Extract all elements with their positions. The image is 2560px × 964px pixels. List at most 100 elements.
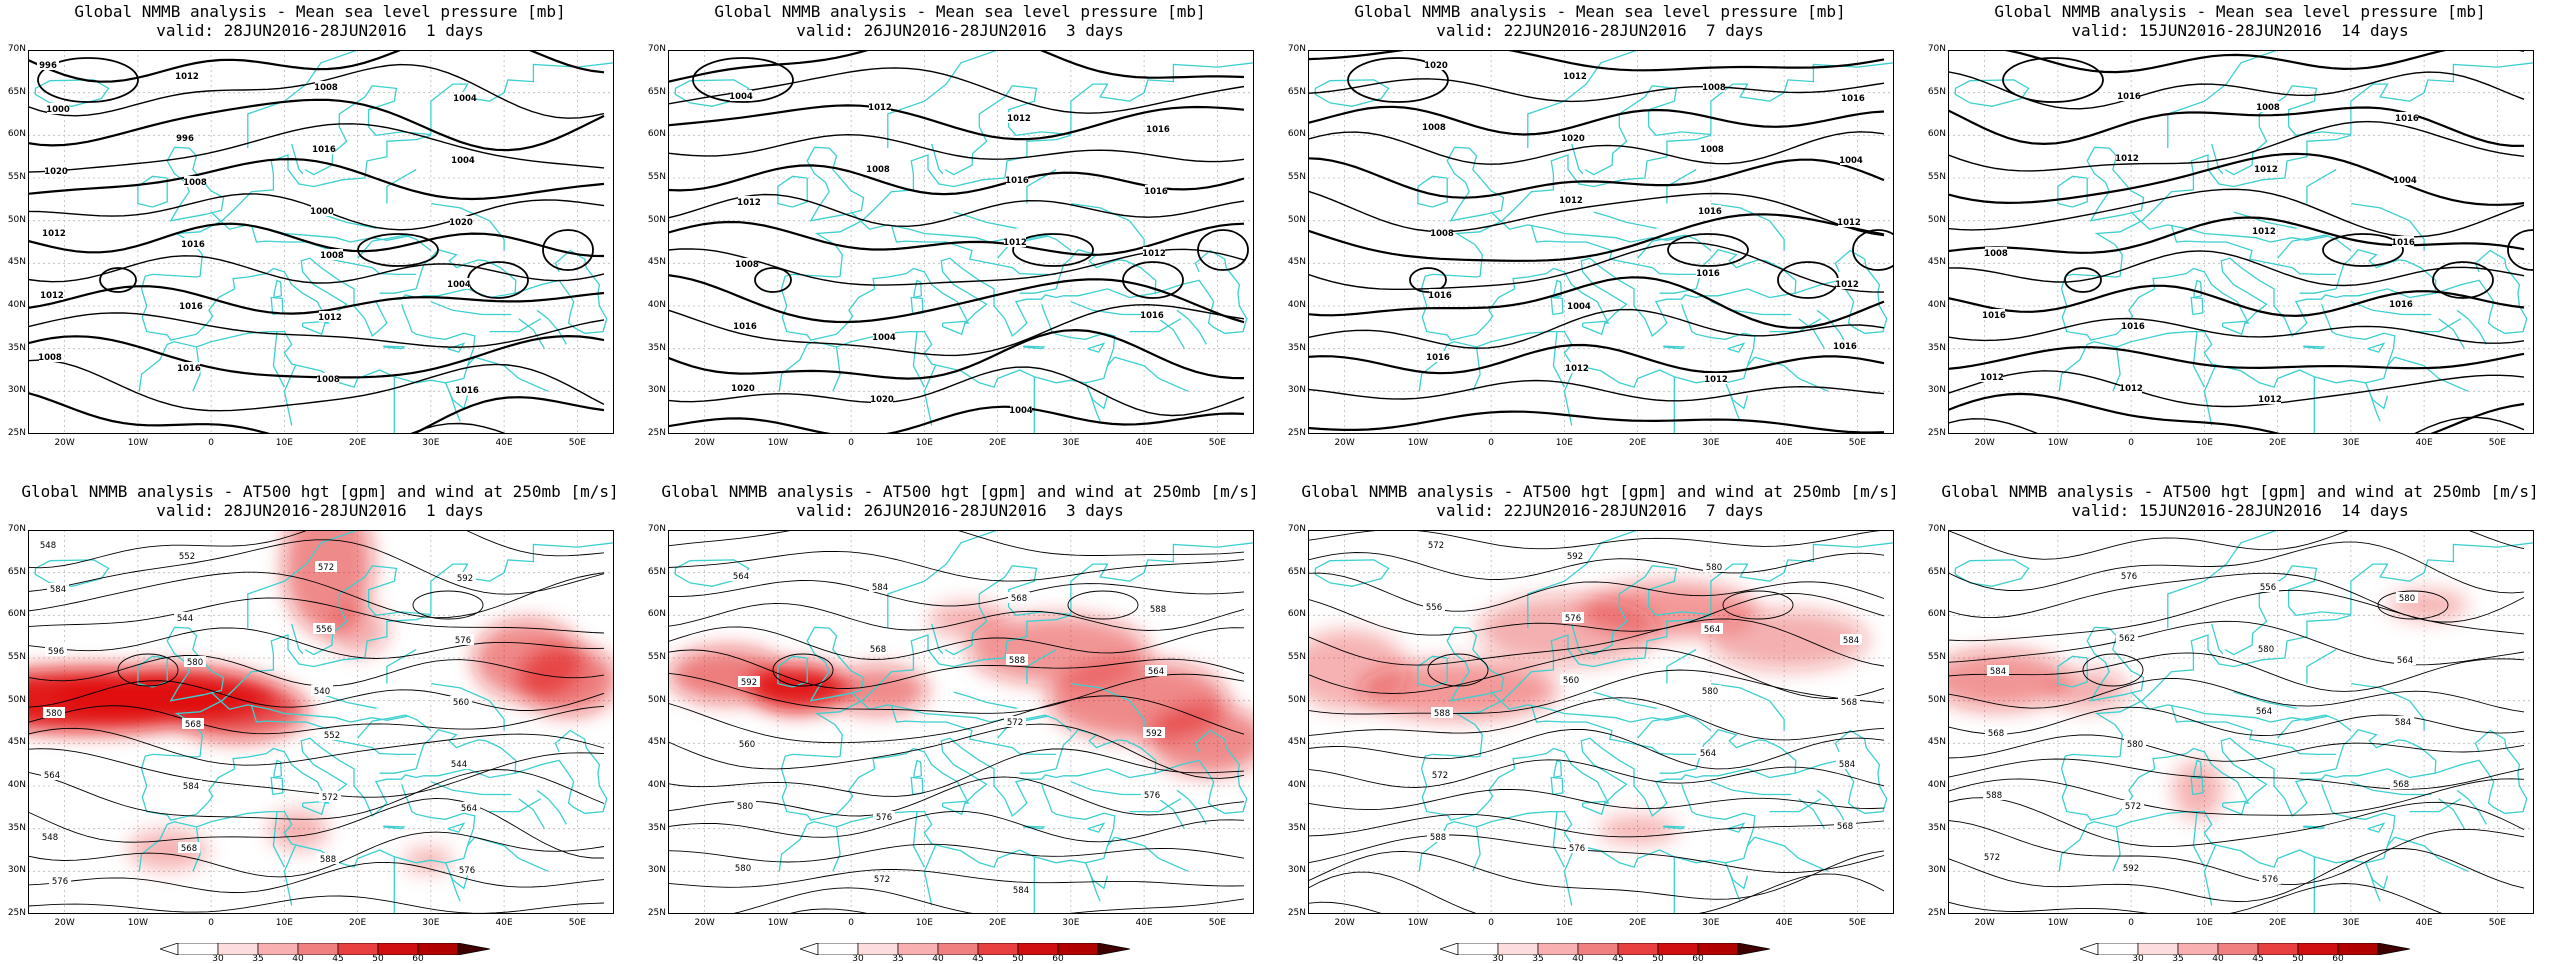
contour-value-label: 1012 [1835, 280, 1859, 290]
contour-label-bg [43, 707, 65, 718]
plot-frame [28, 530, 614, 914]
contour-value-label: 572 [322, 793, 338, 803]
geopotential-contour [1308, 901, 1855, 914]
contour-label-bg [313, 623, 335, 634]
lon-tick-label: 30E [2342, 918, 2360, 928]
contour-value-label: 1012 [42, 229, 66, 239]
coastline [832, 826, 841, 872]
contour-value-label: 1012 [175, 72, 199, 82]
isobar-line [1308, 105, 1885, 136]
geopotential-contour [28, 831, 605, 878]
lon-tick-label: 30E [1702, 438, 1720, 448]
coastline [247, 530, 431, 629]
lon-tick-label: 20E [989, 918, 1007, 928]
lat-tick-label: 45N [1927, 737, 1946, 748]
contour-value-label: 1004 [451, 156, 475, 166]
wind-speed-shading [748, 664, 848, 712]
contour-label-bg [49, 875, 71, 886]
isobar-line [1948, 416, 2525, 434]
contour-value-label: 996 [176, 134, 194, 144]
contour-label-bg [454, 92, 476, 103]
contour-value-label: 1008 [183, 178, 207, 188]
contour-label-bg [1145, 665, 1167, 676]
coastline [1571, 143, 1584, 175]
coastline [1022, 825, 1046, 830]
wind-speed-shading [1598, 816, 1678, 844]
coastline [1794, 249, 1888, 334]
coastline [2192, 811, 2205, 868]
contour-value-label: 568 [2393, 780, 2409, 790]
contour-value-label: 1012 [868, 103, 892, 113]
contour-value-label: 544 [177, 614, 193, 624]
lon-tick-label: 40E [2415, 438, 2433, 448]
contour-label-bg [1564, 550, 1586, 561]
closed-contour [754, 267, 792, 293]
geopotential-contour [668, 869, 1245, 888]
coastline [2057, 655, 2088, 688]
colorbar-tick-label: 40 [1572, 954, 1584, 964]
contour-value-label: 564 [461, 804, 477, 814]
lon-tick-label: 20W [694, 438, 715, 448]
contour-label-bg [1564, 70, 1586, 81]
geopotential-contour [28, 769, 605, 820]
contour-label-bg [1985, 727, 2007, 738]
isobar-line [28, 222, 605, 258]
coastline [806, 146, 865, 222]
coastline [2233, 211, 2297, 229]
contour-label-bg [2118, 570, 2140, 581]
contour-value-label: 564 [733, 572, 749, 582]
coastline [887, 530, 1071, 629]
contour-value-label: 588 [320, 855, 336, 865]
coastline [2065, 134, 2352, 278]
contour-value-label: 1020 [449, 218, 473, 228]
lon-tick-label: 30E [422, 438, 440, 448]
coastline [777, 655, 808, 688]
contour-label-bg [2255, 643, 2277, 654]
coastline [1417, 655, 1448, 688]
contour-value-label: 1012 [737, 198, 761, 208]
coastline [1019, 288, 1057, 294]
coastline [1425, 134, 1712, 278]
geopotential-contour [1308, 871, 1885, 914]
lon-tick-label: 0 [2128, 438, 2134, 448]
closed-contour [1122, 261, 1184, 299]
geopotential-contour [1948, 677, 2525, 713]
contour-label-bg [1834, 340, 1856, 351]
isobar-line [1308, 190, 1885, 237]
lat-tick-label: 65N [1927, 566, 1946, 577]
contour-label-bg [2253, 705, 2275, 716]
geopotential-contour [668, 602, 1245, 631]
wind-colorbar: 30 35 40 45 50 60 [1438, 942, 1771, 964]
coastline [1662, 825, 1686, 830]
coastline [467, 836, 549, 872]
lat-tick-label: 25N [647, 428, 666, 438]
colorbar-tick-label: 30 [2132, 954, 2144, 964]
contour-label-bg [736, 258, 758, 269]
plot-frame [1948, 50, 2534, 434]
lat-tick-label: 55N [1927, 652, 1946, 662]
contour-label-bg [1699, 205, 1721, 216]
contour-value-label: 580 [735, 864, 751, 874]
coastline [536, 789, 567, 825]
lat-tick-label: 25N [1927, 908, 1946, 918]
contour-label-bg [2392, 716, 2414, 727]
lat-tick-label: 40N [7, 780, 26, 790]
lon-tick-label: 50E [2488, 918, 2506, 928]
lon-tick-label: 30E [1702, 918, 1720, 928]
geopotential-contour [1308, 728, 1885, 770]
contour-value-label: 1012 [2258, 395, 2282, 405]
coastline [2456, 309, 2487, 345]
lat-tick-label: 60N [1927, 129, 1946, 140]
isobar-line [668, 328, 1245, 380]
lat-tick-label: 35N [647, 342, 666, 353]
isobar-line [1948, 152, 2525, 206]
contour-value-label: 1008 [1984, 249, 2008, 259]
contour-label-bg [1562, 612, 1584, 623]
closed-contour [2002, 57, 2104, 103]
closed-contour [2507, 229, 2534, 271]
geopotential-contour [28, 748, 605, 798]
contour-value-label: 556 [2260, 583, 2276, 593]
contour-value-label: 1012 [2252, 227, 2276, 237]
coastline [1552, 331, 1565, 388]
coastline [1593, 691, 1657, 709]
